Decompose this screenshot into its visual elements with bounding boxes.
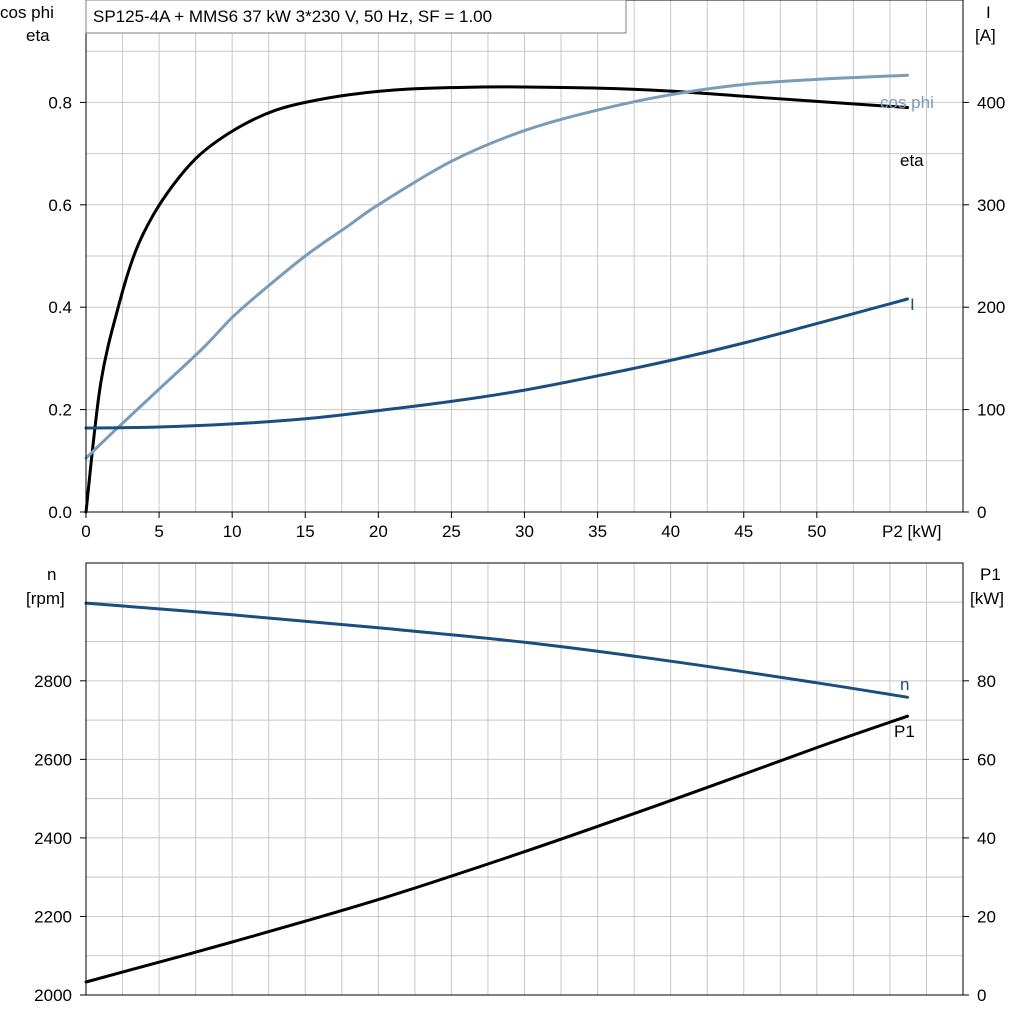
top-left-axis-label-2: eta	[26, 26, 50, 45]
top-x-axis-label: P2 [kW]	[882, 522, 942, 541]
right-y-tick-label: 0	[977, 503, 986, 522]
left-y-tick-label: 2000	[34, 986, 72, 1005]
series-line-eta	[84, 85, 909, 514]
x-tick-label: 20	[369, 522, 388, 541]
series-line-i	[84, 297, 909, 430]
x-tick-label: 5	[154, 522, 163, 541]
bottom-left-axis-label-1: n	[47, 565, 56, 584]
x-tick-label: 25	[442, 522, 461, 541]
left-y-tick-label: 0.8	[48, 93, 72, 112]
x-tick-label: 0	[81, 522, 90, 541]
top-right-axis-label-1: I	[986, 3, 991, 22]
left-y-tick-label: 0.4	[48, 298, 72, 317]
x-tick-label: 35	[588, 522, 607, 541]
bottom-left-axis-label-2: [rpm]	[26, 589, 65, 608]
chart-title-box	[85, 0, 627, 34]
x-tick-label: 50	[807, 522, 826, 541]
left-y-tick-label: 2800	[34, 672, 72, 691]
right-y-tick-label: 400	[977, 93, 1005, 112]
curve-label-current: I	[910, 295, 915, 314]
left-y-tick-label: 0.2	[48, 401, 72, 420]
bottom-right-axis-label-1: P1	[980, 565, 1001, 584]
x-tick-label: 30	[515, 522, 534, 541]
top-chart-curves	[84, 73, 909, 514]
left-y-tick-label: 0.6	[48, 196, 72, 215]
curve-label-cos-phi: cos phi	[880, 93, 934, 112]
bottom-right-axis-label-2: [kW]	[970, 589, 1004, 608]
bottom-chart-grid	[86, 563, 963, 995]
top-chart-ticks: 0.0 0.2 0.4 0.6 0.8 0 100 200 300 400 0 5 10 15 20 25 30…	[48, 93, 1005, 541]
x-tick-label: 15	[296, 522, 315, 541]
curve-label-eta: eta	[900, 151, 924, 170]
curve-label-speed: n	[900, 675, 909, 694]
series-line-cos-phi	[84, 73, 909, 460]
x-tick-label: 45	[734, 522, 753, 541]
left-y-tick-label: 2200	[34, 907, 72, 926]
chart-title: SP125-4A + MMS6 37 kW 3*230 V, 50 Hz, SF…	[93, 7, 492, 26]
series-line-p1	[84, 714, 909, 984]
left-y-tick-label: 2600	[34, 750, 72, 769]
right-y-tick-label: 60	[977, 750, 996, 769]
top-chart-grid	[86, 0, 963, 512]
x-tick-label: 40	[661, 522, 680, 541]
right-y-tick-label: 0	[977, 986, 986, 1005]
left-y-tick-label: 0.0	[48, 503, 72, 522]
bottom-chart-frame	[85, 562, 964, 996]
top-right-axis-label-2: [A]	[975, 26, 996, 45]
right-y-tick-label: 100	[977, 401, 1005, 420]
x-tick-label: 10	[223, 522, 242, 541]
bottom-chart-curves	[84, 601, 909, 984]
curve-label-p1: P1	[894, 722, 915, 741]
right-y-tick-label: 200	[977, 298, 1005, 317]
top-left-axis-label-1: cos phi	[0, 3, 54, 22]
right-y-tick-label: 40	[977, 829, 996, 848]
left-y-tick-label: 2400	[34, 829, 72, 848]
right-y-tick-label: 300	[977, 196, 1005, 215]
right-y-tick-label: 20	[977, 907, 996, 926]
right-y-tick-label: 80	[977, 672, 996, 691]
bottom-chart-ticks: 2000 2200 2400 2600 2800 0 20 40 60 80	[34, 672, 996, 1005]
series-line-n	[84, 601, 909, 699]
